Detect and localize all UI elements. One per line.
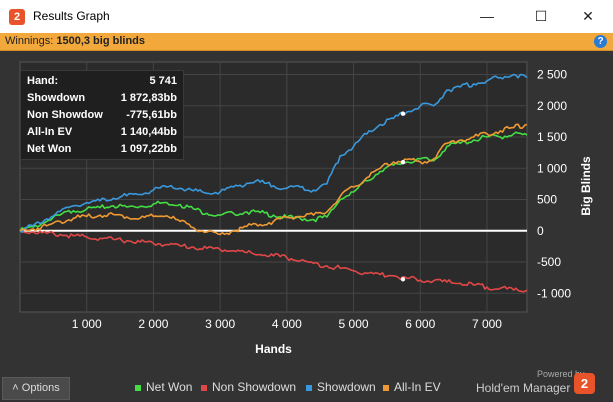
x-tick-label: 7 000 [472, 317, 502, 331]
legend-label: Showdown [317, 380, 376, 394]
y-tick-label: 1 000 [537, 161, 567, 175]
maximize-button[interactable]: ☐ [534, 8, 548, 24]
legend-swatch [201, 384, 207, 391]
hud-value: 5 741 [149, 75, 177, 87]
y-tick-label: -1 000 [537, 286, 571, 300]
y-tick-label: 2 000 [537, 99, 567, 113]
series-line-all-in-ev [19, 123, 528, 236]
winnings-bar: Winnings: 1500,3 big blinds ? [0, 33, 613, 51]
winnings-label: Winnings: [5, 35, 54, 47]
app-logo-icon: 2 [9, 9, 25, 25]
legend-swatch [383, 384, 389, 391]
legend-label: Non Showdown [212, 380, 297, 394]
legend-item-net-won[interactable]: Net Won [135, 380, 192, 394]
hud-label: Net Won [27, 143, 72, 155]
legend-item-all-in-ev[interactable]: All-In EV [383, 380, 441, 394]
window-title: Results Graph [33, 9, 110, 23]
legend-swatch [306, 384, 312, 391]
brand-logo-icon: 2 [574, 373, 595, 394]
y-axis-label: Big Blinds [579, 156, 593, 216]
x-tick-label: 3 000 [205, 317, 235, 331]
options-button[interactable]: ˄ Options [2, 377, 70, 400]
hover-info-panel: Hand: 5 741 Showdown 1 872,83bb Non Show… [20, 70, 184, 160]
x-tick-label: 1 000 [72, 317, 102, 331]
close-button[interactable]: ✕ [582, 8, 594, 24]
series-line-showdown [19, 73, 528, 233]
y-tick-label: -500 [537, 255, 561, 269]
hud-value: 1 872,83bb [120, 92, 177, 104]
legend-item-non-showdown[interactable]: Non Showdown [201, 380, 296, 394]
winnings-value: 1500,3 big blinds [56, 35, 145, 47]
x-tick-label: 6 000 [405, 317, 435, 331]
title-bar: 2 Results Graph — ☐ ✕ [0, 0, 613, 33]
legend-item-showdown[interactable]: Showdown [306, 380, 376, 394]
hover-marker [400, 277, 406, 282]
hud-label: All-In EV [27, 126, 73, 138]
series-line-non-showdown [19, 230, 528, 293]
options-label: Options [21, 382, 60, 394]
hud-value: 1 140,44bb [120, 126, 177, 138]
x-tick-label: 2 000 [138, 317, 168, 331]
hud-row-hand: Hand: 5 741 [25, 73, 181, 91]
powered-by-text: Powered by [537, 369, 585, 379]
chevron-up-icon: ˄ [12, 382, 19, 394]
x-axis-label: Hands [255, 342, 292, 356]
legend-label: All-In EV [394, 380, 441, 394]
hover-marker [400, 111, 406, 116]
brand-name: Hold'em Manager [476, 381, 571, 395]
hud-row-showdown: Showdown 1 872,83bb [25, 90, 181, 108]
y-tick-label: 1 500 [537, 130, 567, 144]
hud-label: Hand: [27, 75, 59, 87]
series-line-net-won [19, 131, 528, 232]
hud-value: 1 097,22bb [120, 143, 177, 155]
hover-marker [400, 159, 406, 165]
x-tick-label: 4 000 [272, 317, 302, 331]
y-tick-label: 2 500 [537, 68, 567, 82]
legend-label: Net Won [146, 380, 193, 394]
y-tick-label: 0 [537, 224, 544, 238]
help-icon[interactable]: ? [594, 35, 607, 48]
x-tick-label: 5 000 [339, 317, 369, 331]
hud-label: Showdown [27, 92, 86, 104]
hud-label: Non Showdown [27, 109, 103, 121]
hud-row-non-showdown: Non Showdown -775,61bb [25, 107, 181, 125]
y-tick-label: 500 [537, 193, 557, 207]
minimize-button[interactable]: — [480, 8, 494, 24]
hud-value: -775,61bb [126, 109, 177, 121]
hud-row-net-won: Net Won 1 097,22bb [25, 141, 181, 159]
hud-row-all-in-ev: All-In EV 1 140,44bb [25, 124, 181, 142]
legend-swatch [135, 384, 141, 391]
